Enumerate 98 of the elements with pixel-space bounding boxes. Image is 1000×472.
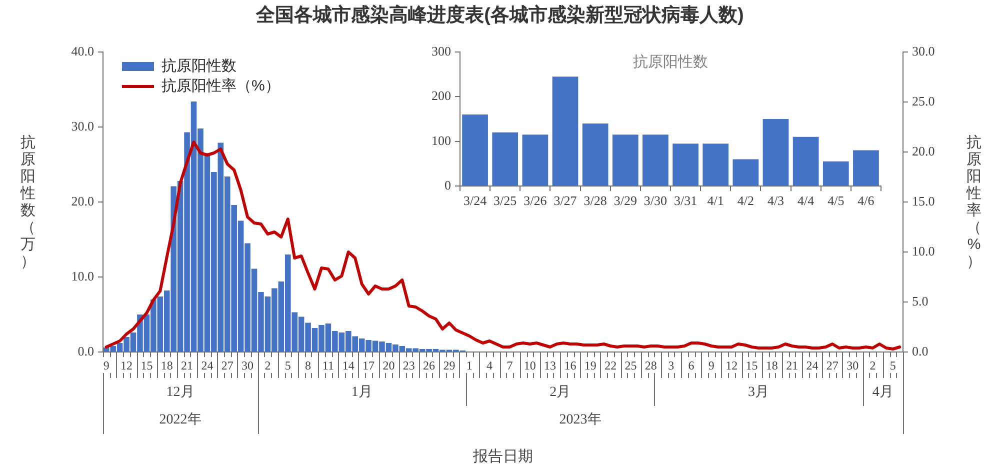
bar (853, 150, 879, 186)
bar (732, 159, 759, 186)
x-tick-label: 5 (284, 358, 291, 372)
x-tick-label: 24 (806, 358, 818, 372)
y-tick-label: 10.0 (71, 268, 94, 284)
x-tick-label: 12 (726, 358, 738, 372)
x-tick-label: 3/26 (524, 193, 548, 208)
x-tick-label: 21 (181, 358, 194, 372)
y-tick-label: 0.0 (78, 343, 94, 358)
x-tick-label: 9 (103, 358, 110, 372)
text: 2023年 (559, 412, 602, 428)
y-tick-label: 200 (432, 88, 451, 104)
x-tick-label: 17 (362, 358, 375, 372)
x-tick-label: 29 (443, 358, 456, 372)
bar (702, 144, 729, 186)
bar (762, 119, 789, 186)
x-tick-label: 18 (160, 358, 173, 372)
x-tick-label: 3/24 (463, 193, 488, 208)
x-tick-label: 18 (766, 358, 778, 372)
x-tick-label: 4/6 (858, 193, 875, 208)
chart-title: 全国各城市感染高峰进度表(各城市感染新型冠状病毒人数) (256, 5, 744, 27)
x-tick-label: 30 (242, 358, 254, 372)
x-tick-label: 3/29 (614, 193, 637, 208)
x2-tick-label: 1月 (351, 385, 372, 400)
bar (642, 134, 668, 186)
x-tick-label: 4/3 (767, 193, 784, 208)
x-axis-title: 报告日期 (472, 448, 533, 466)
x-tick-label: 5 (890, 358, 896, 372)
x-tick-label: 6 (688, 358, 694, 372)
x-tick-label: 30 (846, 358, 859, 372)
y2-tick-label: 20.0 (912, 143, 935, 158)
y2-tick-label: 0.0 (912, 343, 928, 358)
x-tick-label: 24 (201, 358, 214, 372)
x-tick-label: 9 (708, 358, 714, 372)
x-tick-label: 22 (604, 358, 617, 372)
x-tick-label: 27 (221, 358, 234, 372)
bar (552, 76, 578, 186)
bar (492, 132, 518, 186)
x-tick-label: 3/28 (584, 193, 607, 208)
chart-title: 抗原阳性数 (633, 54, 708, 71)
x-tick-label: 3/27 (554, 193, 578, 208)
x2-tick-label: 2月 (550, 385, 571, 400)
x-tick-label: 3/30 (644, 193, 668, 208)
x-tick-label: 2 (264, 358, 271, 372)
x-tick-label: 20 (382, 358, 395, 372)
bar (792, 136, 819, 186)
y-tick-label: 20.0 (71, 193, 94, 208)
x-tick-label: 3/25 (494, 193, 517, 208)
x-tick-label: 14 (342, 358, 354, 372)
x-tick-label: 2 (870, 358, 876, 372)
bar (672, 144, 698, 186)
x-tick-label: 15 (746, 358, 758, 372)
x-tick-label: 10 (524, 358, 536, 372)
y-tick-label: 40.0 (71, 43, 94, 58)
y2-axis-title: 抗原阳性率（%） (966, 134, 982, 270)
x2-tick-label: 3月 (748, 385, 769, 400)
y2-tick-label: 5.0 (912, 293, 928, 308)
x-tick-label: 26 (423, 358, 436, 372)
y-tick-label: 100 (432, 132, 451, 148)
y-tick-label: 300 (432, 43, 451, 58)
bar (462, 114, 488, 186)
x-tick-label: 25 (624, 358, 637, 372)
x2-tick-label: 12月 (166, 385, 194, 400)
y-tick-label: 30.0 (71, 118, 94, 134)
x-tick-label: 7 (506, 358, 513, 372)
y2-tick-label: 30.0 (912, 43, 935, 58)
x-tick-label: 16 (564, 358, 576, 372)
x-tick-label: 4/2 (737, 193, 754, 208)
x-tick-label: 27 (826, 358, 838, 372)
x-tick-label: 13 (544, 358, 556, 372)
y2-tick-label: 10.0 (912, 243, 935, 258)
x-tick-label: 8 (305, 358, 312, 372)
x-tick-label: 21 (786, 358, 798, 372)
bar (822, 161, 849, 186)
legend-label: 抗原阳性率（%） (162, 78, 280, 95)
x-tick-label: 4/5 (828, 193, 844, 208)
x-tick-label: 11 (322, 358, 334, 372)
text: 2022年 (159, 412, 202, 428)
x2-tick-label: 4月 (872, 385, 894, 400)
y2-tick-label: 15.0 (912, 193, 935, 208)
x-tick-label: 28 (644, 358, 657, 372)
x-tick-label: 12 (120, 358, 133, 372)
x-tick-label: 4/4 (798, 193, 815, 208)
x-tick-label: 19 (584, 358, 596, 372)
x-tick-label: 3/31 (674, 193, 698, 208)
bar (612, 134, 638, 186)
bar (582, 123, 608, 186)
x-tick-label: 1 (466, 358, 472, 372)
y2-tick-label: 25.0 (912, 93, 935, 108)
bar (522, 134, 548, 186)
y-tick-label: 0 (444, 177, 451, 192)
x-tick-label: 4/1 (707, 193, 724, 208)
x-tick-label: 4 (486, 358, 493, 372)
x-tick-label: 3 (668, 358, 674, 372)
y-axis-title: 抗原阳性数（万） (20, 134, 36, 270)
legend-label: 抗原阳性数 (162, 58, 236, 75)
x-tick-label: 23 (402, 358, 415, 372)
x-tick-label: 15 (140, 358, 153, 372)
